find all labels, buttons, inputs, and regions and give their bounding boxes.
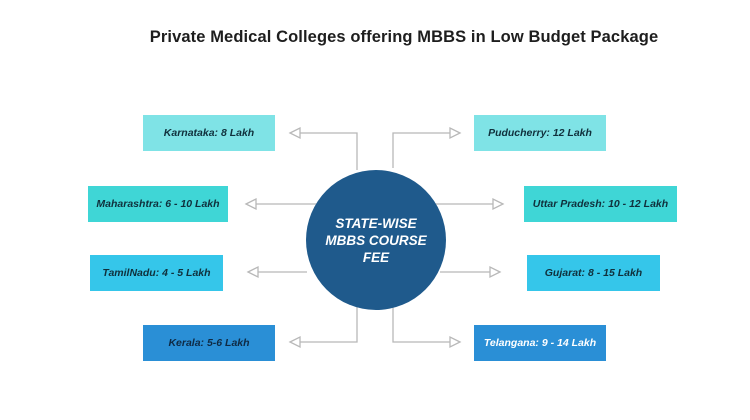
connector-telangana bbox=[392, 306, 450, 343]
arrowhead-maharashtra bbox=[244, 197, 257, 211]
connector-kerala bbox=[300, 306, 358, 343]
arrowhead-kerala bbox=[288, 335, 301, 349]
arrowhead-puducherry bbox=[449, 126, 462, 140]
state-box-tamilnadu: TamilNadu: 4 - 5 Lakh bbox=[90, 255, 223, 291]
arrowhead-karnataka bbox=[288, 126, 301, 140]
arrowhead-tamilnadu bbox=[246, 265, 259, 279]
state-box-maharashtra: Maharashtra: 6 - 10 Lakh bbox=[88, 186, 228, 222]
central-hub: STATE-WISE MBBS COURSE FEE bbox=[306, 170, 446, 310]
state-box-telangana: Telangana: 9 - 14 Lakh bbox=[474, 325, 606, 361]
connector-puducherry bbox=[392, 132, 450, 168]
connector-karnataka bbox=[300, 132, 358, 170]
state-box-uttar-pradesh: Uttar Pradesh: 10 - 12 Lakh bbox=[524, 186, 677, 222]
arrowhead-gujarat bbox=[489, 265, 502, 279]
state-box-kerala: Kerala: 5-6 Lakh bbox=[143, 325, 275, 361]
state-box-gujarat: Gujarat: 8 - 15 Lakh bbox=[527, 255, 660, 291]
state-box-karnataka: Karnataka: 8 Lakh bbox=[143, 115, 275, 151]
arrowhead-telangana bbox=[449, 335, 462, 349]
arrowhead-uttarpradesh bbox=[492, 197, 505, 211]
hub-label: STATE-WISE MBBS COURSE FEE bbox=[325, 215, 427, 265]
diagram-title: Private Medical Colleges offering MBBS i… bbox=[149, 28, 659, 46]
state-box-puducherry: Puducherry: 12 Lakh bbox=[474, 115, 606, 151]
